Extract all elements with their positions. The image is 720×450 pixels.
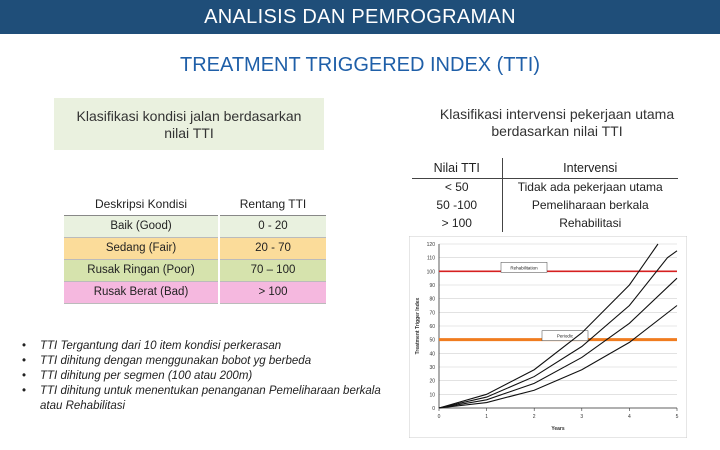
threshold-label-box: [500, 262, 548, 273]
x-tick-label: 1: [485, 414, 488, 420]
threshold-label: Periodic: [557, 334, 574, 339]
y-tick-label: 40: [429, 351, 435, 357]
condition-caption-line2: nilai TTI: [164, 125, 214, 141]
intervention-caption-box: Klasifikasi intervensi pekerjaan utama b…: [412, 106, 702, 150]
header-cell: Nilai TTI: [412, 158, 503, 179]
x-tick-label: 3: [580, 414, 583, 420]
intervention-caption-line2: berdasarkan nilai TTI: [491, 123, 623, 139]
y-axis-label: Treatment Trigger Index: [415, 297, 421, 354]
bullet-list: TTI Tergantung dari 10 item kondisi perk…: [22, 339, 392, 414]
condition-caption-line1: Klasifikasi kondisi jalan berdasarkan: [76, 108, 302, 124]
y-tick-label: 110: [427, 256, 435, 262]
tti-value: > 100: [412, 214, 503, 232]
header-title: ANALISIS DAN PEMROGRAMAN: [204, 6, 516, 28]
condition-desc: Rusak Ringan (Poor): [64, 259, 220, 282]
intervention-caption-line1: Klasifikasi intervensi pekerjaan utama: [439, 106, 675, 122]
series-line-1: [438, 243, 659, 409]
intervention-action: Pemeliharaan berkala: [531, 198, 649, 212]
list-item: TTI Tergantung dari 10 item kondisi perk…: [22, 339, 392, 354]
threshold-label-box: [541, 330, 589, 341]
series-line-4: [438, 305, 678, 409]
table-row: 50 -100 Pemeliharaan berkala: [412, 196, 678, 214]
table-row: Baik (Good) 0 - 20: [64, 215, 326, 238]
tti-value: < 50: [412, 178, 503, 196]
y-tick-label: 100: [427, 269, 436, 275]
table-header-row: Deskripsi Kondisi Rentang TTI: [64, 193, 326, 216]
y-tick-label: 0: [432, 406, 435, 412]
series-line-3: [438, 277, 678, 409]
x-tick-label: 0: [438, 414, 441, 420]
y-tick-label: 60: [429, 324, 435, 330]
list-item: TTI dihitung dengan menggunakan bobot yg…: [22, 354, 392, 369]
condition-desc: Rusak Berat (Bad): [64, 281, 220, 304]
y-tick-label: 20: [429, 379, 435, 385]
condition-range: 70 – 100: [219, 259, 326, 282]
page-subtitle: TREATMENT TRIGGERED INDEX (TTI): [179, 54, 540, 76]
y-tick-label: 80: [429, 297, 435, 303]
condition-caption-box: Klasifikasi kondisi jalan berdasarkan ni…: [54, 98, 324, 150]
table-row: Rusak Ringan (Poor) 70 – 100: [64, 259, 326, 282]
tti-chart: 0 10 20 30 40 50 60 70 80 90 100 110 120 0 1 2 3 4 5 Years T…: [409, 236, 687, 438]
y-tick-label: 120: [427, 242, 436, 248]
x-tick-label: 5: [676, 414, 679, 420]
condition-table: Deskripsi Kondisi Rentang TTI Baik (Good…: [64, 193, 326, 304]
table-row: < 50 Tidak ada pekerjaan utama: [412, 178, 678, 196]
intervention-action: Rehabilitasi: [559, 216, 622, 230]
condition-range: 0 - 20: [219, 215, 326, 238]
table-header-row: Nilai TTI Intervensi: [412, 158, 678, 179]
y-tick-label: 30: [429, 365, 435, 371]
header-cell: Deskripsi Kondisi: [64, 193, 220, 216]
tti-value: 50 -100: [412, 196, 503, 214]
list-item: TTI dihitung untuk menentukan penanganan…: [22, 384, 392, 414]
intervention-action: Tidak ada pekerjaan utama: [517, 180, 663, 195]
y-tick-label: 10: [429, 392, 435, 398]
table-row: > 100 Rehabilitasi: [412, 214, 678, 232]
x-axis-label: Years: [551, 426, 565, 432]
series-line-2: [438, 250, 678, 409]
intervention-table: Nilai TTI Intervensi < 50 Tidak ada peke…: [412, 158, 678, 232]
header-bar: ANALISIS DAN PEMROGRAMAN: [0, 0, 720, 34]
x-tick-label: 4: [628, 414, 631, 420]
x-tick-label: 2: [533, 414, 536, 420]
condition-desc: Baik (Good): [64, 215, 220, 238]
header-cell: Intervensi: [502, 158, 678, 179]
table-row: Sedang (Fair) 20 - 70: [64, 237, 326, 260]
list-item: TTI dihitung per segmen (100 atau 200m): [22, 369, 392, 384]
y-tick-label: 70: [429, 310, 435, 316]
header-cell: Rentang TTI: [219, 193, 326, 216]
condition-range: 20 - 70: [219, 237, 326, 260]
condition-desc: Sedang (Fair): [64, 237, 220, 260]
y-tick-label: 90: [429, 283, 435, 289]
condition-range: > 100: [219, 281, 326, 304]
threshold-label: Rehabilitation: [510, 265, 538, 270]
table-row: Rusak Berat (Bad) > 100: [64, 281, 326, 304]
y-tick-label: 50: [429, 338, 435, 344]
